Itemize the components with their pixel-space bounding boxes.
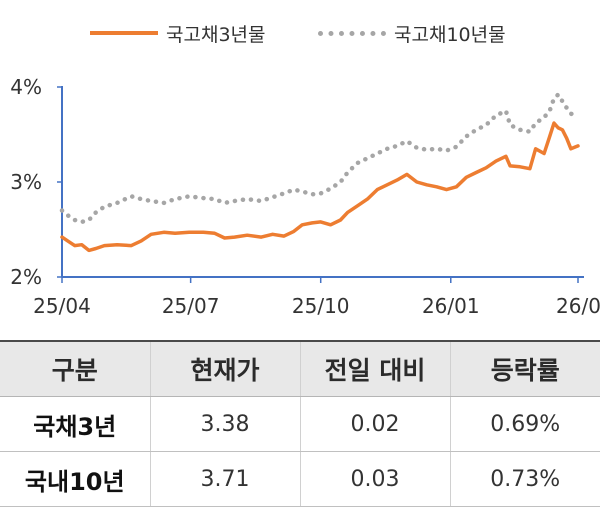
table-row: 국채3년 3.38 0.02 0.69% (0, 396, 600, 452)
yield-chart: 2% 3% 4% 25/04 25/07 25/10 26/01 26/04 국고채3년물 국… (0, 18, 600, 319)
x-tick-label: 25/10 (292, 294, 350, 318)
x-tick-label: 25/07 (162, 294, 220, 318)
legend-swatch-10y (318, 30, 386, 36)
header-category: 구분 (0, 340, 151, 397)
legend-label-3y: 국고채3년물 (166, 23, 266, 46)
header-change: 전일 대비 (299, 340, 451, 397)
legend-item-10y: 국고채10년물 (318, 18, 506, 48)
chart-legend: 국고채3년물 국고채10년물 (0, 18, 600, 48)
series-line-3y (60, 121, 580, 253)
x-tick-label: 26/04 (556, 294, 600, 318)
legend-swatch-3y (90, 31, 158, 35)
row-label: 국채3년 (0, 396, 151, 452)
x-tick-label: 25/04 (33, 294, 91, 318)
yield-summary-table: 구분 현재가 전일 대비 등락률 국채3년 3.38 0.02 0.69% 국내… (0, 340, 600, 507)
y-tick-label: 2% (10, 265, 42, 289)
row-current-price: 3.71 (149, 451, 301, 507)
row-label: 국내10년 (0, 451, 151, 507)
row-change: 0.02 (299, 396, 451, 452)
table-row: 국내10년 3.71 0.03 0.73% (0, 451, 600, 507)
yield-chart-plot: 2% 3% 4% 25/04 25/07 25/10 26/01 26/04 (10, 75, 600, 318)
row-current-price: 3.38 (149, 396, 301, 452)
row-change-rate: 0.69% (449, 396, 600, 452)
row-change-rate: 0.73% (449, 451, 600, 507)
row-change: 0.03 (299, 451, 451, 507)
table-header-row: 구분 현재가 전일 대비 등락률 (0, 340, 600, 397)
y-tick-label: 3% (10, 170, 42, 194)
legend-label-10y: 국고채10년물 (394, 23, 506, 46)
header-current-price: 현재가 (149, 340, 301, 397)
legend-item-3y: 국고채3년물 (90, 18, 266, 48)
x-tick-label: 26/01 (422, 294, 480, 318)
series-line-10y (59, 92, 581, 225)
header-change-rate: 등락률 (449, 340, 600, 397)
y-tick-label: 4% (10, 75, 42, 99)
